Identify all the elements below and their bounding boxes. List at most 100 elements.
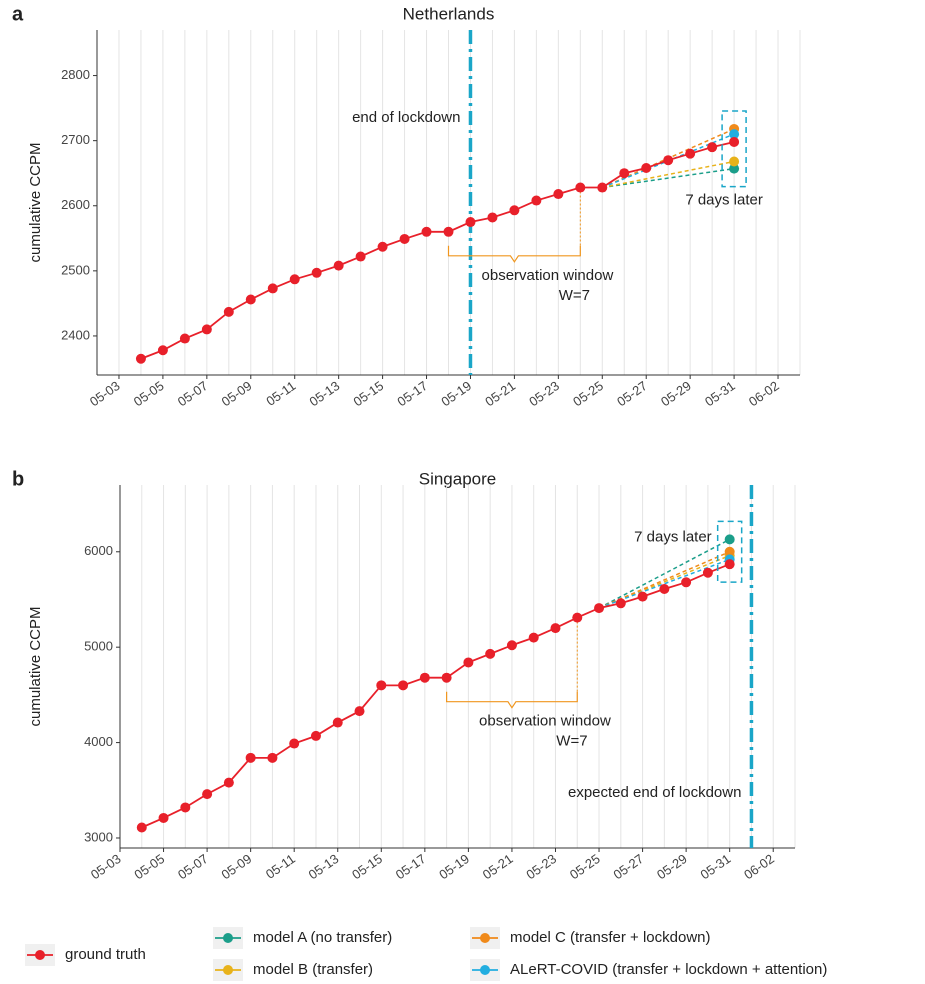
x-tick-label: 05-07 <box>175 851 211 882</box>
x-tick-label: 05-21 <box>482 378 518 409</box>
data-point <box>289 738 300 749</box>
x-tick-label: 05-17 <box>393 851 429 882</box>
data-point <box>463 657 474 668</box>
prediction-line <box>598 538 731 609</box>
event-label: expected end of lockdown <box>568 784 741 801</box>
x-tick-label: 06-02 <box>741 851 777 882</box>
data-point <box>465 217 476 228</box>
y-tick-label: 6000 <box>84 543 113 558</box>
horizon-label: 7 days later <box>634 528 712 545</box>
legend-dot <box>223 965 233 975</box>
y-tick-label: 2400 <box>61 327 90 342</box>
data-point <box>223 777 234 788</box>
data-point <box>637 591 648 602</box>
x-tick-label: 05-15 <box>350 378 386 409</box>
data-point <box>377 241 388 252</box>
data-point <box>398 680 409 691</box>
data-point <box>619 168 630 179</box>
x-tick-label: 05-05 <box>131 378 167 409</box>
data-point <box>289 274 300 285</box>
data-point <box>659 583 670 594</box>
prediction-point <box>724 534 735 545</box>
horizon-box <box>721 110 747 188</box>
legend-label: ALeRT-COVID (transfer + lockdown + atten… <box>510 961 827 978</box>
x-tick-label: 05-15 <box>349 851 385 882</box>
data-point <box>441 672 452 683</box>
data-point <box>707 142 718 153</box>
data-point <box>180 802 191 813</box>
prediction-line <box>602 167 735 189</box>
data-point <box>528 632 539 643</box>
data-point <box>594 603 605 614</box>
data-point <box>506 640 517 651</box>
data-point <box>332 717 343 728</box>
data-point <box>485 648 496 659</box>
data-point <box>419 672 430 683</box>
data-point <box>354 706 365 717</box>
data-point <box>355 251 366 262</box>
x-tick-label: 05-23 <box>526 378 562 409</box>
x-tick-label: 05-13 <box>306 851 342 882</box>
horizon-box <box>716 520 743 583</box>
data-point <box>729 136 740 147</box>
x-tick-label: 05-03 <box>88 851 124 882</box>
panel-label: b <box>12 468 24 490</box>
x-tick-label: 05-27 <box>614 378 650 409</box>
x-tick-label: 05-11 <box>263 378 298 409</box>
x-tick-label: 05-19 <box>436 851 472 882</box>
data-point <box>310 730 321 741</box>
x-tick-label: 05-29 <box>654 851 690 882</box>
prediction-point <box>729 156 740 167</box>
window-label: observation window <box>479 713 611 730</box>
data-point <box>202 789 213 800</box>
data-point <box>376 680 387 691</box>
data-point <box>245 752 256 763</box>
legend-dot <box>480 965 490 975</box>
data-point <box>136 822 147 833</box>
data-point <box>509 205 520 216</box>
data-point <box>575 182 586 193</box>
y-tick-label: 3000 <box>84 829 113 844</box>
data-point <box>702 567 713 578</box>
data-point <box>681 577 692 588</box>
x-tick-label: 05-09 <box>218 851 254 882</box>
data-point <box>597 182 608 193</box>
data-point <box>179 333 190 344</box>
window-bracket <box>446 691 578 709</box>
x-tick-label: 05-17 <box>394 378 430 409</box>
data-point <box>572 612 583 623</box>
data-point <box>615 598 626 609</box>
prediction-point <box>729 129 740 140</box>
data-point <box>685 148 696 159</box>
data-point <box>333 260 344 271</box>
data-point <box>135 353 146 364</box>
x-tick-label: 06-02 <box>746 378 782 409</box>
x-tick-label: 05-09 <box>219 378 255 409</box>
prediction-point <box>724 546 735 557</box>
window-label: observation window <box>482 267 614 284</box>
legend-label: model A (no transfer) <box>253 929 392 946</box>
data-point <box>724 559 735 570</box>
x-tick-label: 05-13 <box>307 378 343 409</box>
x-tick-label: 05-21 <box>480 851 516 882</box>
y-tick-label: 2800 <box>61 67 90 82</box>
y-tick-label: 2700 <box>61 132 90 147</box>
x-tick-label: 05-19 <box>438 378 474 409</box>
data-point <box>201 324 212 335</box>
series-line <box>141 563 731 829</box>
data-point <box>245 294 256 305</box>
y-tick-label: 5000 <box>84 639 113 654</box>
y-axis-label: cumulative CCPM <box>27 142 44 262</box>
x-tick-label: 05-29 <box>658 378 694 409</box>
x-tick-label: 05-03 <box>87 378 123 409</box>
window-sublabel: W=7 <box>556 733 587 750</box>
legend-dot <box>480 933 490 943</box>
series-line <box>140 141 735 360</box>
x-tick-label: 05-27 <box>610 851 646 882</box>
x-tick-label: 05-23 <box>523 851 559 882</box>
chart-title: Netherlands <box>403 4 495 23</box>
data-point <box>311 267 322 278</box>
data-point <box>663 155 674 166</box>
panel-label: a <box>12 3 24 25</box>
data-point <box>531 195 542 206</box>
